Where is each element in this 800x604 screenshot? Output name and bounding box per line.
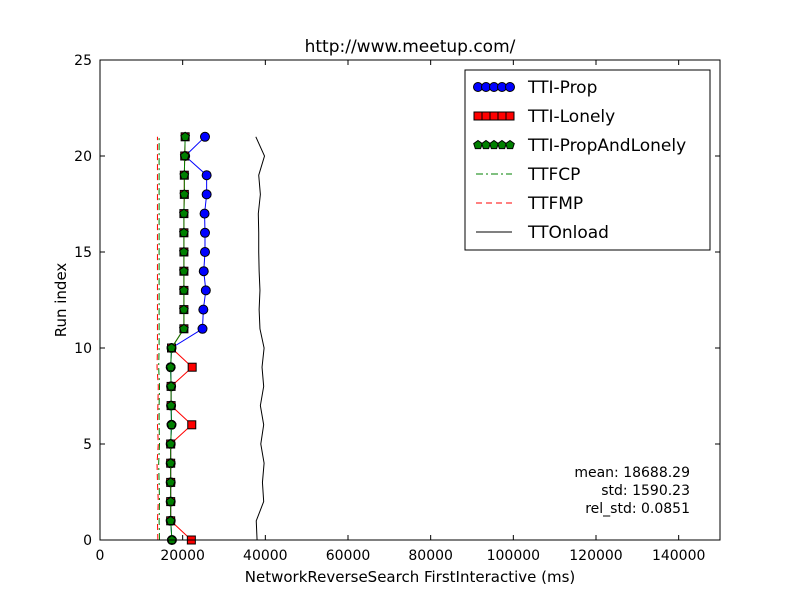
- x-tick-label: 60000: [326, 548, 371, 564]
- x-tick-label: 80000: [408, 548, 453, 564]
- x-tick-label: 40000: [243, 548, 288, 564]
- data-point: [166, 381, 176, 391]
- x-tick-label: 120000: [569, 548, 622, 564]
- annotation-line: std: 1590.23: [601, 483, 690, 499]
- annotation-line: mean: 18688.29: [574, 465, 690, 481]
- data-point: [199, 247, 210, 257]
- annotation-line: rel_std: 0.0851: [585, 501, 690, 517]
- legend-item: TTFMP: [476, 194, 583, 214]
- y-tick-label: 0: [83, 533, 92, 549]
- legend-label: TTI-Lonely: [527, 107, 615, 127]
- data-point: [199, 131, 210, 142]
- data-point: [165, 362, 176, 372]
- series-ttonload: [255, 136, 266, 541]
- data-point: [179, 323, 189, 333]
- series-line: [170, 136, 186, 541]
- legend-marker: [505, 82, 515, 92]
- data-point: [179, 266, 189, 276]
- x-tick-label: 20000: [160, 548, 205, 564]
- legend-marker: [481, 111, 491, 121]
- data-point: [179, 189, 190, 199]
- data-point: [165, 515, 176, 525]
- x-axis-label: NetworkReverseSearch FirstInteractive (m…: [245, 568, 576, 586]
- x-tick-label: 100000: [487, 548, 540, 564]
- legend-item: TTI-Lonely: [473, 107, 615, 127]
- legend-box: [464, 69, 711, 251]
- legend-marker: [505, 139, 515, 150]
- data-point: [200, 285, 211, 296]
- data-point: [180, 131, 191, 141]
- legend-marker: [497, 139, 507, 150]
- legend-marker: [473, 139, 483, 150]
- legend-label: TTFMP: [527, 194, 583, 214]
- plot-frame: [99, 59, 721, 541]
- stats-annotation: mean: 18688.29 std: 1590.23 rel_std: 0.085…: [574, 465, 690, 517]
- chart-title: http://www.meetup.com/: [305, 37, 516, 57]
- legend-label: TTOnload: [527, 223, 609, 243]
- data-point: [165, 458, 176, 468]
- legend: TTI-Prop TTI-Lonely TTI-PropAndLonely TTFCP…: [464, 69, 711, 251]
- y-tick-label: 5: [83, 437, 92, 453]
- y-tick-label: 25: [74, 53, 92, 69]
- legend-item: TTI-PropAndLonely: [473, 136, 686, 156]
- data-point: [187, 420, 197, 430]
- data-point: [179, 246, 189, 257]
- legend-item: TTOnload: [476, 223, 609, 243]
- legend-marker: [489, 111, 499, 121]
- y-tick-label: 10: [74, 341, 92, 357]
- data-point: [199, 227, 210, 238]
- data-point: [179, 170, 190, 180]
- plot-area: [156, 131, 266, 545]
- x-tick-label: 0: [96, 548, 105, 564]
- series-ttfmp: [156, 136, 159, 541]
- data-point: [166, 342, 177, 353]
- legend-label: TTI-PropAndLonely: [527, 136, 686, 156]
- legend-label: TTFCP: [527, 165, 580, 185]
- data-point: [198, 266, 209, 277]
- y-axis-label: Run index: [52, 263, 70, 338]
- series-line: [156, 136, 159, 541]
- data-point: [179, 150, 190, 161]
- data-point: [198, 304, 209, 315]
- data-point: [165, 477, 176, 487]
- data-point: [165, 496, 176, 506]
- legend-marker: [473, 111, 483, 121]
- series-ttfcp: [158, 136, 161, 541]
- data-point: [166, 400, 176, 410]
- data-point: [201, 170, 212, 181]
- y-tick-label: 15: [74, 245, 92, 261]
- data-point: [199, 208, 210, 219]
- data-point: [165, 438, 176, 449]
- legend-marker: [489, 139, 499, 150]
- data-point: [179, 304, 189, 314]
- legend-item: TTI-Prop: [473, 78, 597, 98]
- data-point: [179, 285, 189, 295]
- data-point: [166, 419, 177, 429]
- series-line: [255, 136, 266, 541]
- legend-marker: [497, 111, 507, 121]
- axis-ticks: 0 20000 40000 60000 80000 100000 120000 140000 0…: [74, 53, 720, 564]
- legend-label: TTI-Prop: [527, 78, 597, 98]
- legend-item: TTFCP: [476, 165, 580, 185]
- data-point: [179, 208, 189, 218]
- x-tick-label: 140000: [652, 548, 705, 564]
- legend-marker: [481, 139, 491, 150]
- series-line: [158, 136, 161, 541]
- legend-marker: [505, 111, 515, 121]
- data-point: [187, 362, 197, 372]
- data-point: [197, 323, 208, 334]
- data-point: [201, 189, 212, 200]
- y-tick-label: 20: [74, 149, 92, 165]
- series-tti-propandlonely: [165, 131, 191, 545]
- data-point: [179, 227, 189, 237]
